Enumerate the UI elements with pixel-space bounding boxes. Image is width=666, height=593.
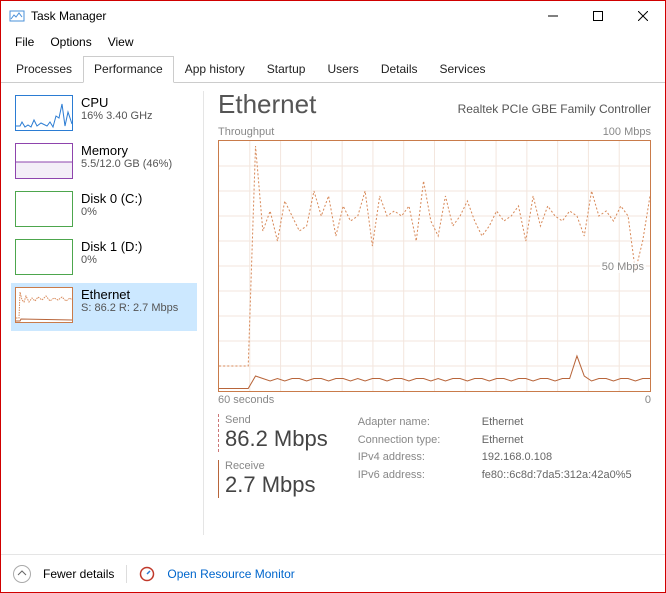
adapter-name-val: Ethernet (482, 414, 524, 432)
cpu-title: CPU (81, 95, 153, 110)
tab-bar: Processes Performance App history Startu… (1, 55, 665, 83)
ethernet-title: Ethernet (81, 287, 178, 302)
cpu-thumb (15, 95, 73, 131)
sidebar-item-disk0[interactable]: Disk 0 (C:) 0% (11, 187, 197, 235)
disk1-title: Disk 1 (D:) (81, 239, 142, 254)
stats-left: Send 86.2 Mbps Receive 2.7 Mbps (218, 414, 328, 506)
titlebar: Task Manager (1, 1, 665, 31)
adapter-label: Realtek PCIe GBE Family Controller (458, 102, 651, 116)
menu-file[interactable]: File (9, 33, 40, 51)
vertical-divider (203, 91, 204, 535)
close-button[interactable] (620, 1, 665, 31)
axis-t-right: 0 (645, 394, 651, 406)
tab-users[interactable]: Users (316, 56, 369, 83)
throughput-chart: 50 Mbps (218, 140, 651, 392)
resource-monitor-link[interactable]: Open Resource Monitor (167, 567, 294, 581)
sidebar: CPU 16% 3.40 GHz Memory 5.5/12.0 GB (46%… (1, 83, 201, 543)
adapter-name-key: Adapter name: (358, 414, 468, 432)
disk0-thumb (15, 191, 73, 227)
disk0-title: Disk 0 (C:) (81, 191, 142, 206)
memory-thumb (15, 143, 73, 179)
minimize-button[interactable] (530, 1, 575, 31)
tab-processes[interactable]: Processes (5, 56, 83, 83)
throughput-label: Throughput (218, 126, 274, 138)
resource-monitor-icon (139, 566, 155, 582)
axis-mid: 50 Mbps (600, 261, 646, 273)
ipv6-key: IPv6 address: (358, 467, 468, 485)
ethernet-sub: S: 86.2 R: 2.7 Mbps (81, 302, 178, 314)
footer: Fewer details Open Resource Monitor (1, 554, 665, 592)
fewer-details-icon[interactable] (13, 565, 31, 583)
sidebar-item-ethernet[interactable]: Ethernet S: 86.2 R: 2.7 Mbps (11, 283, 197, 331)
send-label: Send (225, 414, 328, 426)
disk1-thumb (15, 239, 73, 275)
cpu-text: CPU 16% 3.40 GHz (81, 95, 153, 131)
cpu-sub: 16% 3.40 GHz (81, 110, 153, 122)
info-grid: Adapter name: Ethernet Connection type: Et… (358, 414, 632, 506)
memory-title: Memory (81, 143, 172, 158)
ipv6-val: fe80::6c8d:7da5:312a:42a0%5 (482, 467, 632, 485)
conn-type-key: Connection type: (358, 432, 468, 450)
axis-top: Throughput 100 Mbps (218, 126, 651, 138)
recv-value: 2.7 Mbps (225, 472, 328, 498)
recv-label: Receive (225, 460, 328, 472)
disk0-text: Disk 0 (C:) 0% (81, 191, 142, 227)
memory-sub: 5.5/12.0 GB (46%) (81, 158, 172, 170)
tab-details[interactable]: Details (370, 56, 429, 83)
fewer-details-link[interactable]: Fewer details (43, 567, 114, 581)
recv-stat: Receive 2.7 Mbps (218, 460, 328, 498)
conn-type-val: Ethernet (482, 432, 524, 450)
window-title: Task Manager (31, 9, 530, 23)
axis-bottom: 60 seconds 0 (218, 394, 651, 406)
app-icon (9, 8, 25, 24)
tab-apphistory[interactable]: App history (174, 56, 256, 83)
content: CPU 16% 3.40 GHz Memory 5.5/12.0 GB (46%… (1, 83, 665, 543)
window-controls (530, 1, 665, 31)
menu-view[interactable]: View (102, 33, 140, 51)
sidebar-item-memory[interactable]: Memory 5.5/12.0 GB (46%) (11, 139, 197, 187)
ethernet-text: Ethernet S: 86.2 R: 2.7 Mbps (81, 287, 178, 323)
maximize-button[interactable] (575, 1, 620, 31)
sidebar-item-disk1[interactable]: Disk 1 (D:) 0% (11, 235, 197, 283)
disk1-sub: 0% (81, 254, 142, 266)
menu-options[interactable]: Options (44, 33, 97, 51)
axis-max: 100 Mbps (603, 126, 651, 138)
stats-row: Send 86.2 Mbps Receive 2.7 Mbps Adapter … (218, 414, 651, 506)
memory-text: Memory 5.5/12.0 GB (46%) (81, 143, 172, 179)
tab-services[interactable]: Services (429, 56, 497, 83)
axis-t-left: 60 seconds (218, 394, 274, 406)
chart-svg (219, 141, 650, 391)
tab-performance[interactable]: Performance (83, 56, 174, 83)
tab-startup[interactable]: Startup (256, 56, 317, 83)
main-panel: Ethernet Realtek PCIe GBE Family Control… (210, 83, 665, 543)
sidebar-item-cpu[interactable]: CPU 16% 3.40 GHz (11, 91, 197, 139)
ipv4-key: IPv4 address: (358, 449, 468, 467)
send-value: 86.2 Mbps (225, 426, 328, 452)
disk0-sub: 0% (81, 206, 142, 218)
ipv4-val: 192.168.0.108 (482, 449, 552, 467)
menubar: File Options View (1, 31, 665, 55)
page-title: Ethernet (218, 89, 316, 120)
send-stat: Send 86.2 Mbps (218, 414, 328, 452)
disk1-text: Disk 1 (D:) 0% (81, 239, 142, 275)
footer-divider (126, 565, 127, 583)
main-header: Ethernet Realtek PCIe GBE Family Control… (218, 89, 651, 120)
ethernet-thumb (15, 287, 73, 323)
